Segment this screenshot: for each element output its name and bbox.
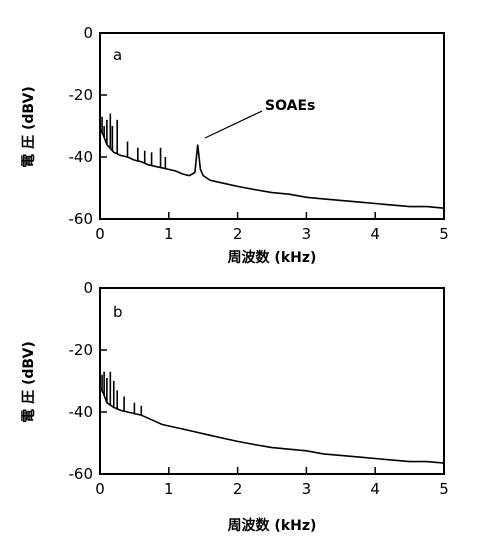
plot-frame-b bbox=[99, 287, 445, 475]
panel-label-a: a bbox=[113, 46, 122, 64]
panel-label-b: b bbox=[113, 303, 123, 321]
y-tick-label: -60 bbox=[69, 210, 94, 228]
spikes-b bbox=[101, 371, 143, 416]
x-tick-label: 0 bbox=[95, 480, 105, 498]
annotation-soaes: SOAEs bbox=[265, 98, 315, 114]
series-line-b bbox=[99, 386, 445, 464]
x-ticks-a: 0 1 2 3 4 5 bbox=[95, 212, 449, 243]
x-tick-label: 4 bbox=[370, 225, 380, 243]
y-tick-label: -20 bbox=[69, 86, 94, 104]
x-tick-label: 4 bbox=[370, 480, 380, 498]
x-tick-label: 5 bbox=[439, 225, 449, 243]
y-tick-label: 0 bbox=[83, 24, 93, 42]
panel-b: b 0 -20 -40 -60 0 1 2 3 4 5 周波数 (kHz) 電 圧 (dBV) bbox=[20, 279, 449, 534]
x-axis-label-b: 周波数 (kHz) bbox=[228, 517, 317, 534]
annotation-leader-line bbox=[204, 110, 263, 139]
x-tick-label: 5 bbox=[439, 480, 449, 498]
y-tick-label: -60 bbox=[69, 465, 94, 483]
x-tick-label: 1 bbox=[164, 225, 174, 243]
plot-frame-a bbox=[99, 32, 445, 220]
x-tick-label: 2 bbox=[233, 225, 243, 243]
x-tick-label: 1 bbox=[164, 480, 174, 498]
y-axis-label-b: 電 圧 (dBV) bbox=[20, 341, 37, 423]
y-tick-label: 0 bbox=[83, 279, 93, 297]
y-axis-label-a: 電 圧 (dBV) bbox=[20, 86, 37, 168]
y-ticks-a: 0 -20 -40 -60 bbox=[69, 24, 107, 228]
x-tick-label: 2 bbox=[233, 480, 243, 498]
x-tick-label: 3 bbox=[302, 225, 312, 243]
y-ticks-b: 0 -20 -40 -60 bbox=[69, 279, 107, 483]
y-tick-label: -20 bbox=[69, 341, 94, 359]
x-tick-label: 0 bbox=[95, 225, 105, 243]
x-axis-label-a: 周波数 (kHz) bbox=[228, 249, 317, 266]
panel-a: a 0 -20 -40 -60 0 1 2 3 4 5 SOAEs 周波数 (kHz) 電 圧 … bbox=[20, 24, 449, 266]
y-tick-label: -40 bbox=[69, 403, 94, 421]
y-tick-label: -40 bbox=[69, 148, 94, 166]
series-line-a bbox=[99, 128, 445, 209]
x-ticks-b: 0 1 2 3 4 5 bbox=[95, 467, 449, 498]
x-tick-label: 3 bbox=[302, 480, 312, 498]
